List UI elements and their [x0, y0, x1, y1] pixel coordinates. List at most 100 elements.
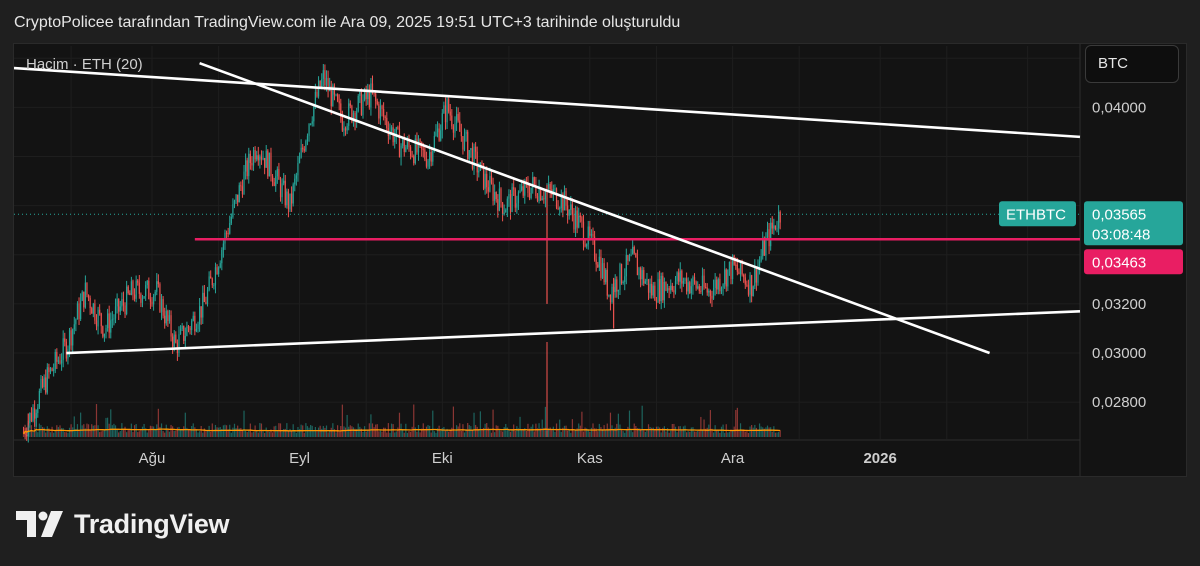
- volume-bar: [463, 432, 466, 437]
- candle-body: [402, 138, 404, 146]
- volume-bar: [576, 428, 578, 437]
- volume-bar: [184, 412, 186, 437]
- price-chart[interactable]: 0,04000 0,03200 0,03000 0,02800 Ağu Eyl Eki Kas…: [14, 44, 1186, 476]
- candle-body: [440, 130, 442, 141]
- volume-bar: [235, 428, 237, 437]
- tradingview-logo[interactable]: TradingView: [16, 504, 230, 544]
- candle-body: [73, 324, 75, 330]
- candle-body: [568, 209, 570, 216]
- volume-bar: [711, 428, 713, 437]
- candle-body: [684, 278, 686, 281]
- volume-bar: [240, 427, 242, 437]
- candle-body: [593, 236, 596, 260]
- volume-bar: [99, 432, 101, 437]
- candle-body: [137, 280, 139, 283]
- time-axis-label: Eki: [432, 450, 453, 467]
- volume-bar: [452, 406, 455, 437]
- candle-body: [84, 282, 86, 308]
- candle-body: [513, 187, 515, 190]
- volume-bar: [57, 427, 60, 437]
- volume-bar: [56, 425, 58, 437]
- candle-body: [314, 91, 316, 106]
- last-price-value: 0,03565: [1092, 206, 1146, 223]
- volume-bar: [22, 432, 25, 437]
- volume-bar: [157, 408, 159, 437]
- candle-body: [281, 183, 283, 198]
- candle-body: [327, 78, 329, 92]
- volume-bar: [308, 427, 310, 437]
- volume-bar: [124, 426, 126, 437]
- volume-bar: [731, 430, 734, 437]
- volume-bar: [164, 432, 166, 437]
- candle-body: [641, 270, 643, 280]
- candle-body: [657, 279, 659, 303]
- candle-body: [674, 281, 677, 293]
- volume-bar: [365, 431, 367, 437]
- candle-body: [168, 315, 171, 321]
- candle-body: [76, 303, 79, 320]
- volume-bar: [64, 432, 66, 437]
- candle-body: [184, 335, 186, 341]
- volume-bar: [762, 427, 764, 437]
- compare-symbol-button[interactable]: BTC: [1085, 45, 1179, 83]
- volume-bar: [416, 431, 418, 437]
- volume-bar: [635, 426, 637, 437]
- volume-bar: [165, 424, 167, 437]
- volume-bar: [267, 431, 269, 437]
- candle-body: [754, 267, 756, 287]
- volume-bar: [349, 425, 351, 437]
- trendline-1: [14, 66, 1081, 139]
- candle-body: [746, 284, 748, 286]
- volume-bar: [359, 426, 361, 437]
- volume-bar: [133, 425, 136, 437]
- candle-body: [719, 279, 721, 292]
- volume-bar: [482, 427, 485, 437]
- volume-bar: [432, 410, 434, 437]
- candle-body: [736, 264, 738, 272]
- volume-bar: [227, 429, 229, 437]
- volume-bar: [191, 426, 193, 437]
- candle-body: [189, 328, 191, 330]
- candle-body: [416, 138, 418, 153]
- candle-body: [206, 290, 209, 304]
- volume-bar: [530, 426, 532, 437]
- chart-panel[interactable]: 0,04000 0,03200 0,03000 0,02800 Ağu Eyl Eki Kas…: [13, 43, 1187, 477]
- candle-body: [609, 294, 612, 302]
- volume-bar: [679, 426, 681, 437]
- candle-body: [113, 318, 115, 320]
- volume-bar: [749, 426, 751, 437]
- candle-body: [492, 182, 494, 201]
- candle-body: [687, 282, 689, 292]
- price-axis-label: 0,03000: [1092, 345, 1146, 362]
- volume-bar: [246, 432, 248, 437]
- candle-body: [187, 326, 190, 329]
- volume-bar: [271, 432, 274, 437]
- candle-body: [200, 306, 202, 318]
- candle-body: [251, 162, 253, 166]
- symbol-badge: [999, 201, 1076, 227]
- candle-body: [265, 150, 267, 168]
- volume-bar: [728, 431, 731, 437]
- volume-bar: [678, 426, 680, 437]
- candle-body: [300, 147, 302, 158]
- volume-legend[interactable]: Hacim · ETH (20): [26, 56, 143, 73]
- volume-bar: [568, 429, 570, 437]
- volume-bar: [208, 425, 210, 437]
- candle-body: [229, 223, 231, 234]
- volume-bar: [586, 428, 588, 437]
- candle-body: [297, 163, 299, 176]
- candle-body: [592, 233, 594, 237]
- volume-bar: [706, 427, 708, 437]
- candle-body: [452, 126, 455, 133]
- volume-bar: [84, 428, 86, 437]
- candle-body: [126, 286, 128, 314]
- volume-bar: [543, 427, 545, 437]
- volume-bar: [601, 428, 604, 437]
- volume-bar: [41, 426, 44, 437]
- candle-body: [191, 320, 193, 330]
- volume-bar: [674, 426, 677, 437]
- candle-body: [527, 183, 529, 193]
- candle-body: [284, 180, 286, 206]
- candle-body: [194, 315, 196, 332]
- candle-body: [81, 291, 83, 301]
